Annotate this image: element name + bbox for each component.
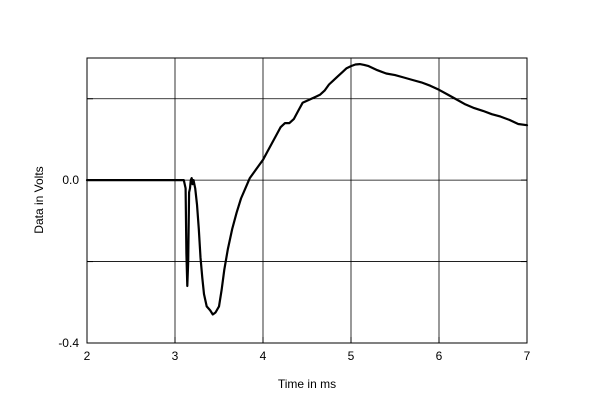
x-tick-label: 5: [348, 349, 355, 363]
x-tick-label: 7: [524, 349, 531, 363]
x-tick-label: 3: [172, 349, 179, 363]
x-tick-label: 4: [260, 349, 267, 363]
ticks: 2 3 4 5 6 7 -0.4 0.0: [58, 98, 531, 363]
y-tick-label: -0.4: [58, 336, 79, 350]
series-line: [85, 62, 529, 316]
x-tick-label: 6: [436, 349, 443, 363]
plot-frame: [86, 57, 528, 344]
y-tick-label: 0.0: [62, 173, 79, 187]
x-axis-title: Time in ms: [278, 377, 336, 391]
series: [85, 62, 529, 316]
x-tick-label: 2: [84, 349, 91, 363]
y-axis-title: Data in Volts: [32, 166, 46, 233]
